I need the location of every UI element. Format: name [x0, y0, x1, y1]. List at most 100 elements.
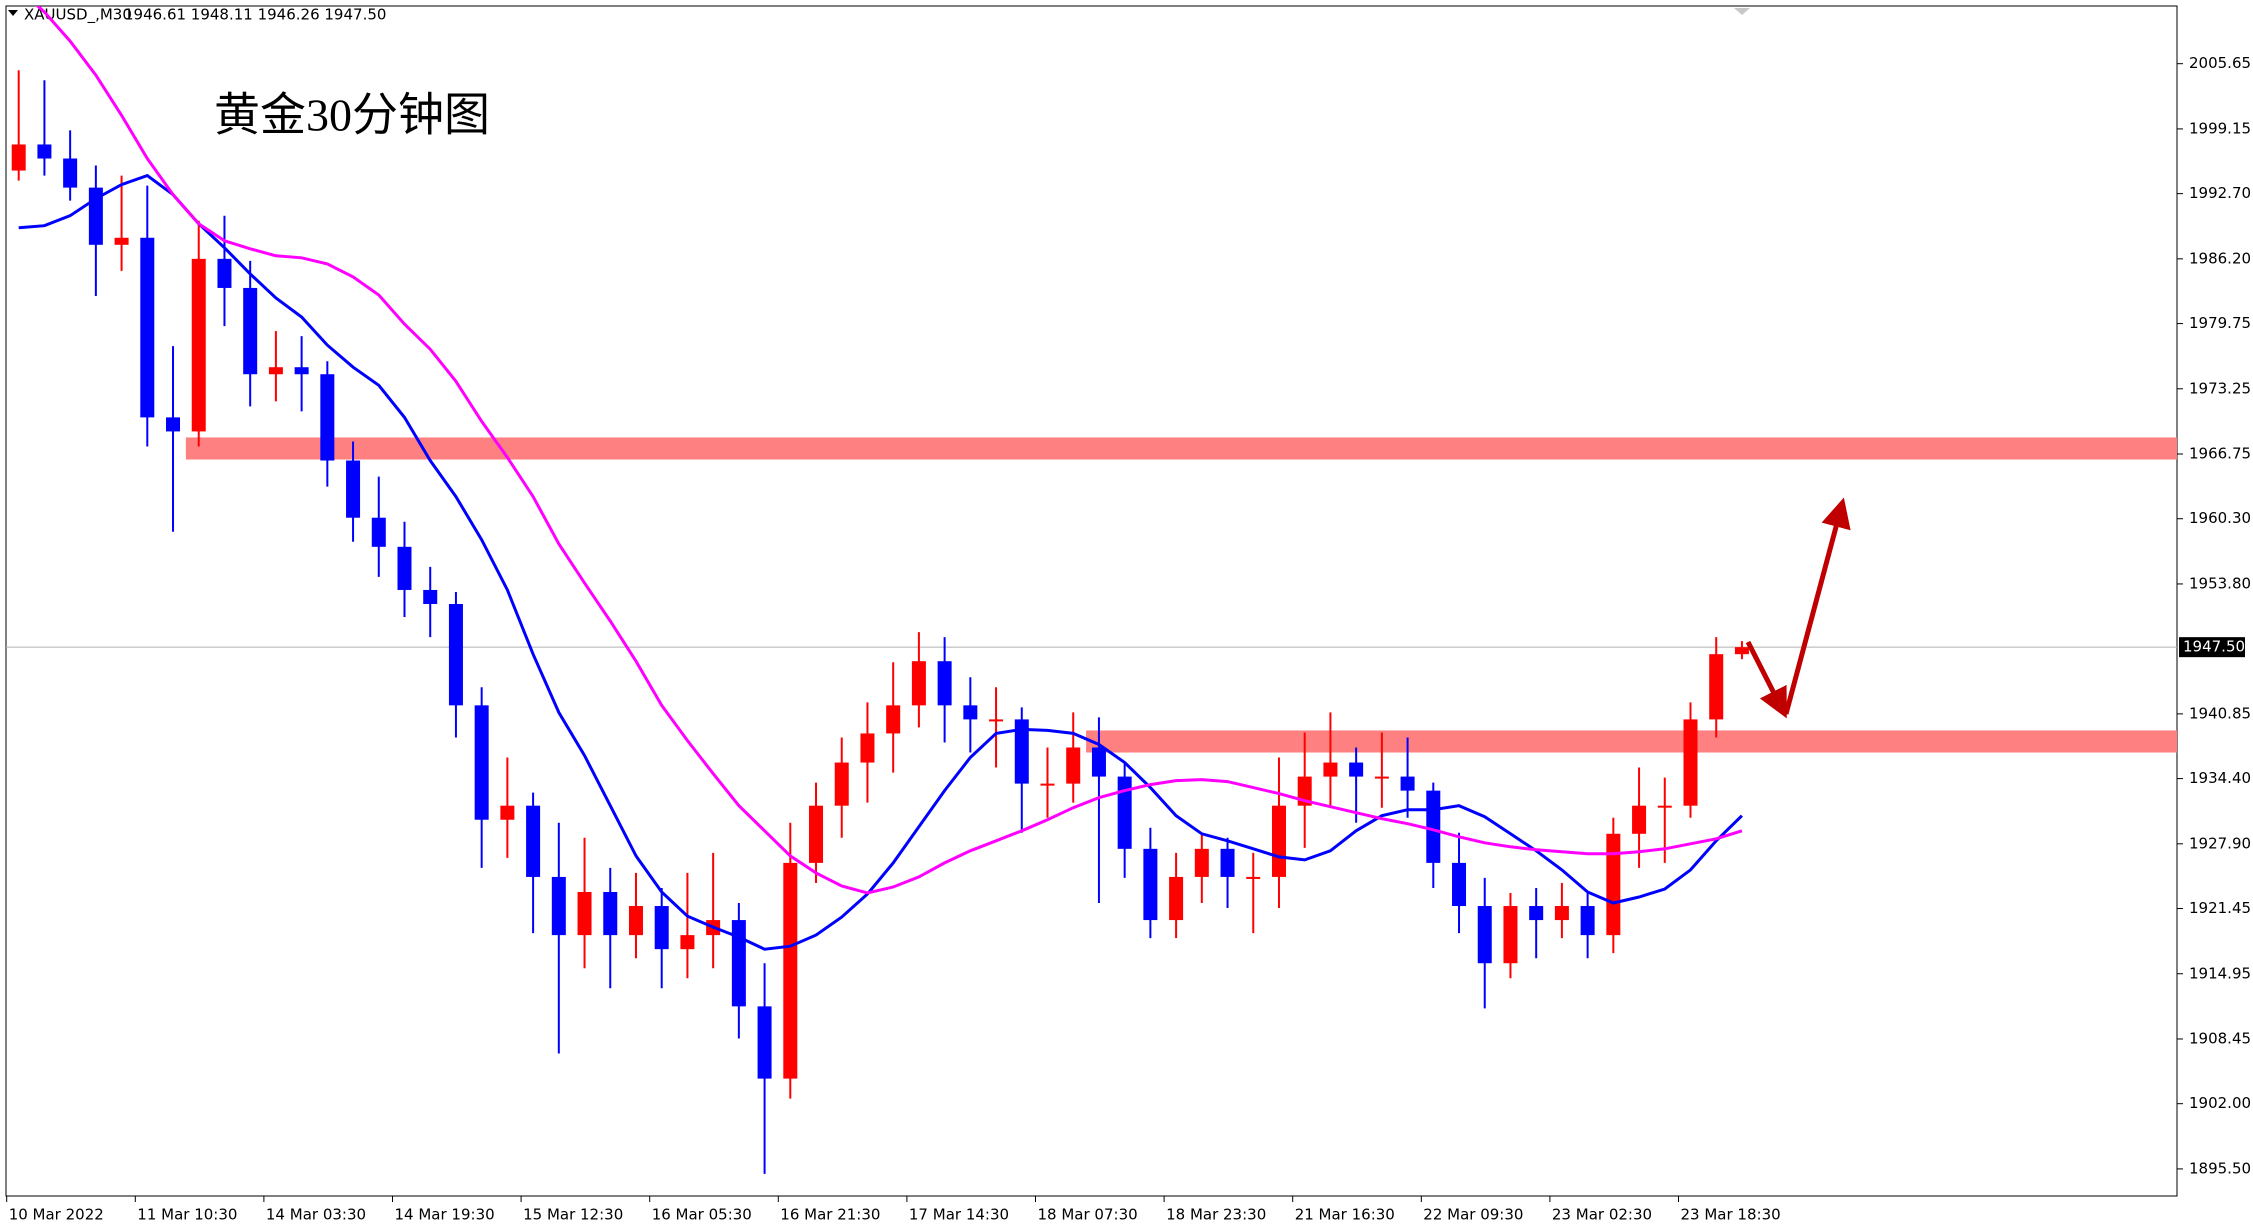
candle-body [1606, 833, 1621, 936]
x-tick-label: 23 Mar 18:30 [1681, 1206, 1781, 1224]
candle-body [937, 661, 952, 706]
moving-average [35, 6, 1743, 895]
x-tick-label: 10 Mar 2022 [9, 1206, 104, 1224]
candle-body [1220, 848, 1235, 877]
x-tick-label: 23 Mar 02:30 [1552, 1206, 1652, 1224]
header-ohlc: 1946.61 1948.11 1946.26 1947.50 [124, 6, 386, 24]
x-tick-label: 11 Mar 10:30 [137, 1206, 237, 1224]
candle-body [1143, 848, 1158, 921]
candle-body [191, 258, 206, 432]
annotation-arrows [1745, 497, 1851, 719]
menu-triangle [8, 10, 18, 16]
resistance-zone [1086, 730, 2177, 753]
candle-body [911, 661, 926, 706]
x-tick-label: 21 Mar 16:30 [1295, 1206, 1395, 1224]
candle-body [731, 920, 746, 1007]
candle-body [1426, 790, 1441, 863]
y-tick-label: 1940.85 [2189, 704, 2251, 722]
candle-body [217, 258, 232, 288]
candle-body [474, 705, 489, 820]
x-tick-label: 15 Mar 12:30 [523, 1206, 623, 1224]
candle-body [526, 805, 541, 877]
x-tick-label: 16 Mar 05:30 [652, 1206, 752, 1224]
candle-body [1374, 776, 1389, 779]
candle-body [809, 805, 824, 863]
candle-body [989, 719, 1004, 722]
candle-body [448, 604, 463, 706]
y-tick-label: 1999.15 [2189, 119, 2251, 137]
candle-body [37, 144, 52, 159]
candle-body [346, 460, 361, 518]
arrow-down [1745, 640, 1787, 719]
candle-body [783, 862, 798, 1079]
candle-body [834, 762, 849, 806]
y-tick-label: 1927.90 [2189, 834, 2251, 852]
candle-body [1246, 876, 1261, 879]
candle-body [1734, 647, 1749, 655]
candle-body [1683, 719, 1698, 806]
candle-body [63, 158, 78, 188]
candle-body [11, 144, 26, 171]
candle-body [423, 589, 438, 605]
x-tick-label: 18 Mar 07:30 [1038, 1206, 1138, 1224]
candle-body [757, 1006, 772, 1079]
candle-body [1554, 906, 1569, 921]
y-tick-label: 1902.00 [2189, 1094, 2251, 1112]
plot-frame [5, 5, 2178, 1197]
candle-body [166, 417, 181, 432]
candle-body [1169, 876, 1184, 921]
candle-body [1452, 862, 1467, 907]
y-tick-label: 2005.65 [2189, 54, 2251, 72]
y-tick-label: 1986.20 [2189, 249, 2251, 267]
candle-body [114, 237, 129, 245]
candle-body [500, 805, 515, 820]
candle-body [654, 906, 669, 950]
candle-body [1066, 747, 1081, 784]
candle-body [1477, 906, 1492, 964]
candle-body [1529, 906, 1544, 921]
candle-body [551, 876, 566, 936]
candle-body [268, 367, 283, 375]
y-tick-label: 1921.45 [2189, 899, 2251, 917]
candle-body [397, 546, 412, 590]
candle-body [860, 733, 875, 763]
resistance-zone [185, 437, 2177, 460]
candle-body [577, 891, 592, 936]
x-tick-label: 18 Mar 23:30 [1166, 1206, 1266, 1224]
candle-body [1194, 848, 1209, 877]
candle-body [371, 517, 386, 547]
y-tick-label: 1960.30 [2189, 509, 2251, 527]
candle-body [294, 367, 309, 375]
y-tick-label: 1966.75 [2189, 445, 2251, 463]
candle-body [680, 935, 695, 950]
candle-body [886, 705, 901, 734]
y-tick-label: 1895.50 [2189, 1159, 2251, 1177]
chart-title: 黄金30分钟图 [214, 90, 490, 141]
candle-body [243, 287, 258, 375]
y-tick-label: 1953.80 [2189, 574, 2251, 592]
x-tick-label: 22 Mar 09:30 [1423, 1206, 1523, 1224]
candle-body [1657, 805, 1672, 808]
candle-body [1709, 654, 1724, 720]
arrow-up [1783, 497, 1851, 715]
plot-area [6, 6, 2177, 1174]
candle-body [1014, 719, 1029, 784]
y-tick-label: 1992.70 [2189, 184, 2251, 202]
candle-body [320, 374, 335, 461]
last-price-box [2179, 637, 2245, 658]
candle-body [1632, 805, 1647, 834]
candle-body [628, 906, 643, 936]
y-tick-label: 1908.45 [2189, 1029, 2251, 1047]
y-tick-label: 1973.25 [2189, 379, 2251, 397]
candle-body [1580, 906, 1595, 936]
candle-body [140, 237, 155, 418]
candle-body [1323, 762, 1338, 777]
y-tick-label: 1979.75 [2189, 314, 2251, 332]
candle-body [603, 891, 618, 936]
candle-body [963, 705, 978, 720]
x-tick-label: 17 Mar 14:30 [909, 1206, 1009, 1224]
candle-body [1040, 783, 1055, 786]
